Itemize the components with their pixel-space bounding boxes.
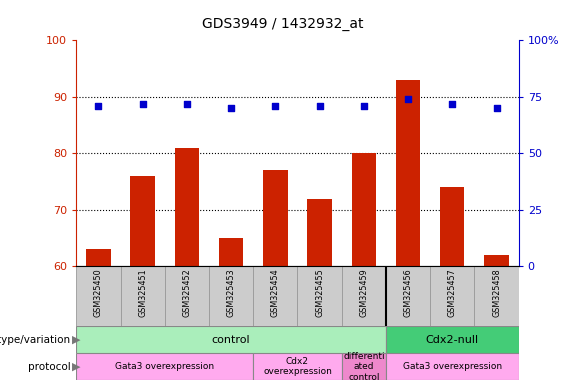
Bar [86,250,111,266]
Point [94,103,103,109]
Point [315,103,324,109]
Bar [165,266,209,326]
Text: GSM325457: GSM325457 [448,268,457,317]
Bar [342,353,386,380]
Bar [386,353,519,380]
Text: GSM325459: GSM325459 [359,268,368,317]
Text: GSM325450: GSM325450 [94,268,103,317]
Point [448,101,457,107]
Text: GSM325456: GSM325456 [403,268,412,317]
Text: protocol: protocol [28,362,71,372]
Point [182,101,192,107]
Bar [298,266,342,326]
Text: ▶: ▶ [72,335,80,345]
Point [271,103,280,109]
Text: control: control [212,335,250,345]
Text: GSM325451: GSM325451 [138,268,147,317]
Bar [76,326,386,353]
Bar [484,255,508,266]
Bar [253,353,342,380]
Bar [440,187,464,266]
Bar [386,266,430,326]
Point [138,101,147,107]
Bar [307,199,332,266]
Bar [219,238,244,266]
Text: GSM325453: GSM325453 [227,268,236,317]
Text: Gata3 overexpression: Gata3 overexpression [115,362,214,371]
Bar [175,148,199,266]
Text: GSM325452: GSM325452 [182,268,192,317]
Bar [209,266,253,326]
Point [359,103,368,109]
Bar [430,266,475,326]
Point [492,105,501,111]
Point [403,96,412,102]
Text: Cdx2-null: Cdx2-null [426,335,479,345]
Bar [76,353,253,380]
Bar [263,170,288,266]
Text: GDS3949 / 1432932_at: GDS3949 / 1432932_at [202,17,363,31]
Bar [351,153,376,266]
Bar [253,266,298,326]
Bar [386,326,519,353]
Text: differenti
ated
control: differenti ated control [343,352,385,382]
Bar [396,80,420,266]
Text: GSM325458: GSM325458 [492,268,501,317]
Text: ▶: ▶ [72,362,80,372]
Text: Cdx2
overexpression: Cdx2 overexpression [263,357,332,376]
Bar [131,176,155,266]
Text: Gata3 overexpression: Gata3 overexpression [403,362,502,371]
Point [227,105,236,111]
Text: genotype/variation: genotype/variation [0,335,71,345]
Bar [120,266,165,326]
Bar [475,266,519,326]
Bar [342,266,386,326]
Text: GSM325454: GSM325454 [271,268,280,317]
Text: GSM325455: GSM325455 [315,268,324,317]
Bar [76,266,120,326]
